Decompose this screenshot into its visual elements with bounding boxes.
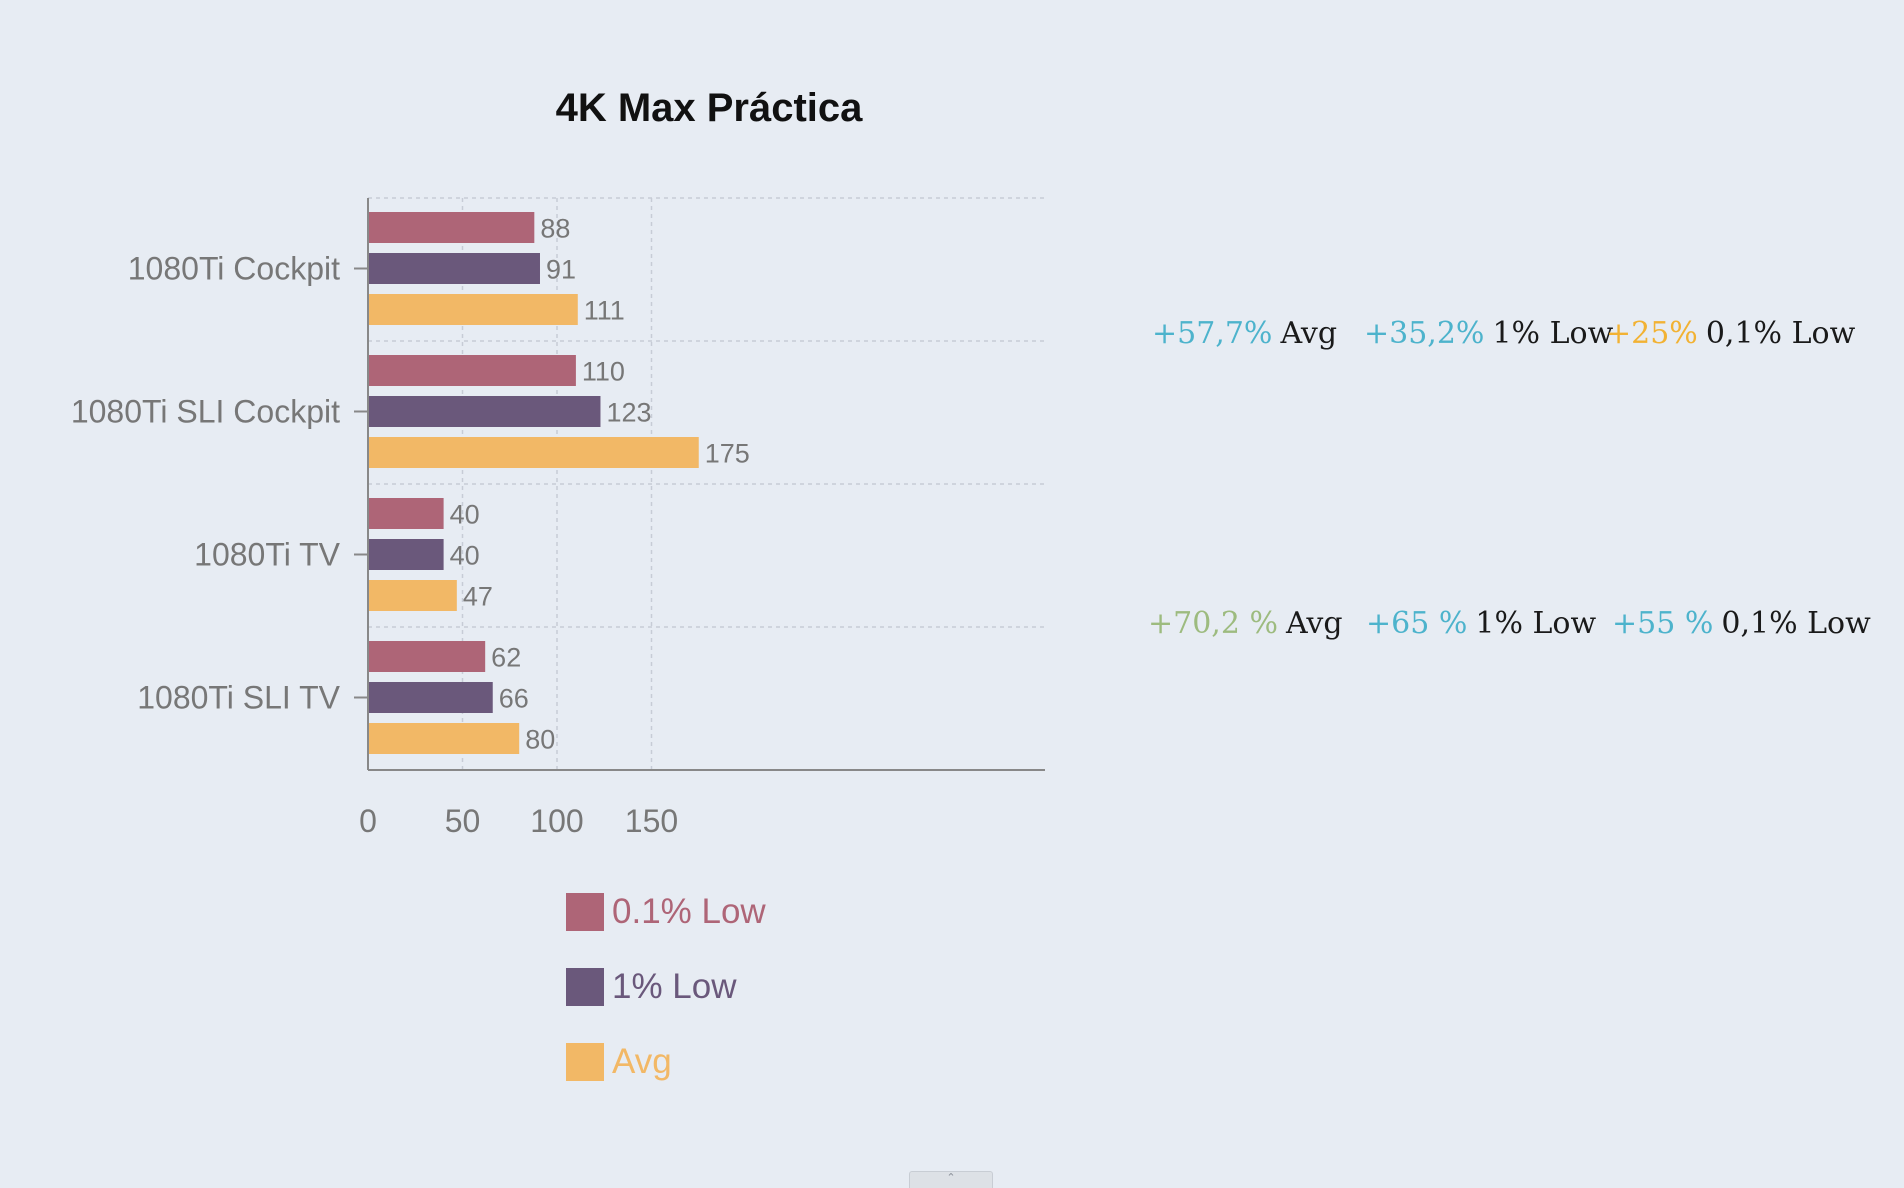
bar <box>368 723 520 754</box>
data-label: 110 <box>582 357 625 387</box>
legend-label: 0.1% Low <box>612 892 766 931</box>
annotation-pct: +25% <box>1606 316 1698 351</box>
data-label: 91 <box>546 255 576 285</box>
annotation-label: 1% Low <box>1492 316 1614 351</box>
bar <box>368 641 486 672</box>
legend: 0.1% Low 1% Low Avg <box>566 892 766 1081</box>
legend-swatch <box>566 968 604 1006</box>
data-label: 123 <box>606 398 651 428</box>
y-tick-label: 1080Ti Cockpit <box>128 251 340 287</box>
data-label: 40 <box>450 541 480 571</box>
legend-swatch <box>566 893 604 931</box>
bar <box>368 539 444 570</box>
annotation-tv-1low: +65 % 1% Low <box>1366 606 1596 641</box>
data-label: 40 <box>450 500 480 530</box>
bar <box>368 682 493 713</box>
x-tick-label: 0 <box>359 803 377 839</box>
axes: 1080Ti Cockpit 1080Ti SLI Cockpit 1080Ti T… <box>71 198 1045 839</box>
bar <box>368 498 444 529</box>
annotation-label: 0,1% Low <box>1721 606 1871 641</box>
y-tick-label: 1080Ti SLI Cockpit <box>71 394 340 430</box>
annotation-label: Avg <box>1285 606 1343 641</box>
bar <box>368 212 535 243</box>
bar <box>368 580 457 611</box>
data-label: 47 <box>463 582 493 612</box>
annotation-pct: +65 % <box>1366 606 1468 641</box>
y-tick-label: 1080Ti TV <box>194 537 341 573</box>
legend-swatch <box>566 1043 604 1081</box>
annotation-label: 1% Low <box>1475 606 1597 641</box>
annotation-cockpit-01low: +25% 0,1% Low <box>1606 316 1855 351</box>
annotation-cockpit-avg: +57,7% Avg <box>1152 316 1337 351</box>
annotation-label: Avg <box>1280 316 1338 351</box>
annotation-pct: +35,2% <box>1364 316 1485 351</box>
annotation-cockpit-1low: +35,2% 1% Low <box>1364 316 1613 351</box>
data-label: 111 <box>584 296 625 326</box>
data-label: 88 <box>540 214 570 244</box>
data-label: 62 <box>491 643 521 673</box>
chevron-up-icon: ⌃ <box>946 1172 956 1184</box>
annotation-tv-01low: +55 % 0,1% Low <box>1612 606 1871 641</box>
annotation-pct: +57,7% <box>1152 316 1273 351</box>
bar <box>368 437 699 468</box>
legend-label: Avg <box>612 1042 672 1081</box>
bar <box>368 253 540 284</box>
data-label: 80 <box>525 725 555 755</box>
annotation-tv-avg: +70,2 % Avg <box>1148 606 1343 641</box>
x-tick-label: 100 <box>530 803 583 839</box>
annotation-label: 0,1% Low <box>1705 316 1856 351</box>
legend-label: 1% Low <box>612 967 737 1006</box>
bars: 88 91 111 110 123 175 40 40 47 62 66 80 <box>368 212 750 755</box>
data-label: 175 <box>705 439 750 469</box>
scroll-tab[interactable]: ⌃ <box>909 1171 993 1188</box>
bar <box>368 294 578 325</box>
x-tick-label: 50 <box>445 803 481 839</box>
chart-title: 4K Max Práctica <box>556 86 864 130</box>
x-tick-label: 150 <box>625 803 678 839</box>
y-tick-label: 1080Ti SLI TV <box>137 680 340 716</box>
grid <box>368 197 1045 770</box>
annotation-pct: +55 % <box>1612 606 1714 641</box>
bar <box>368 355 576 386</box>
bar <box>368 396 601 427</box>
annotation-pct: +70,2 % <box>1148 606 1278 641</box>
data-label: 66 <box>499 684 529 714</box>
